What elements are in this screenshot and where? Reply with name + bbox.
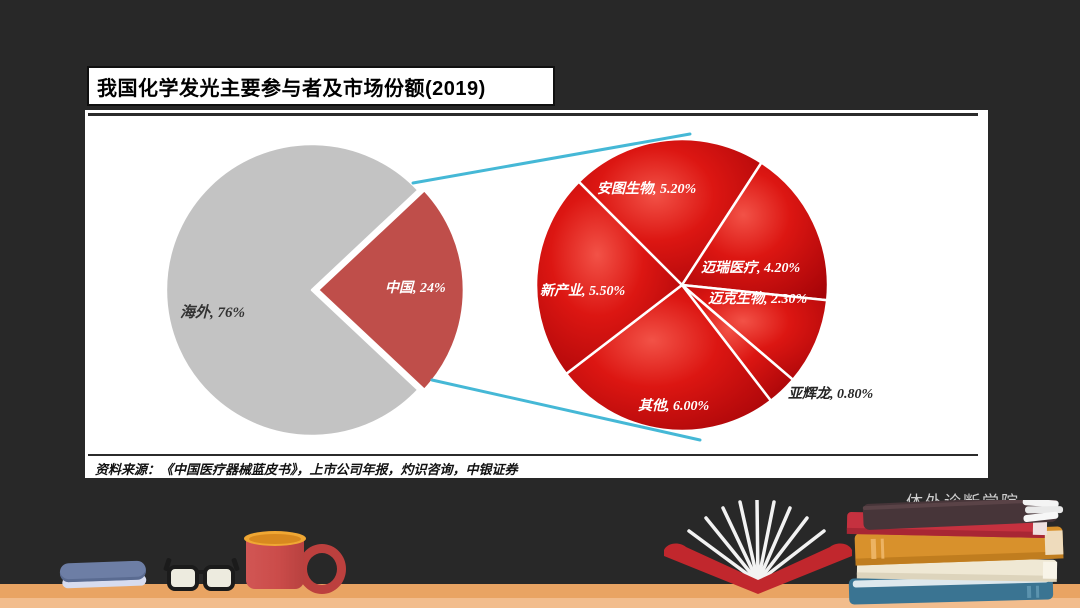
- slice-label-snibe: 新产业, 5.50%: [540, 284, 626, 299]
- mug-coffee: [249, 534, 301, 544]
- slice-label-mindray: 迈瑞医疗, 4.20%: [701, 261, 801, 276]
- market-share-chart: [164, 132, 830, 442]
- pie-slice-迈瑞医疗: [680, 161, 830, 302]
- panel-bottom-rule: [88, 454, 978, 456]
- pie-slice-安图生物: [577, 137, 763, 287]
- mug-handle: [298, 544, 346, 594]
- source-note: 资料来源：《中国医疗器械蓝皮书》，上市公司年报，灼识咨询，中银证券: [95, 462, 518, 477]
- book-stack: [846, 500, 1064, 605]
- detail-pie: [534, 137, 830, 433]
- open-book: [664, 500, 852, 594]
- pie-slice-迈克生物: [680, 283, 829, 382]
- pie-slice-海外: [164, 142, 420, 438]
- blackboard-eraser: [59, 559, 147, 590]
- slice-label-china: 中国, 24%: [385, 281, 446, 296]
- red-mug: [244, 531, 346, 594]
- glasses-bridge: [196, 570, 206, 574]
- title-box: 我国化学发光主要参与者及市场份额(2019): [87, 66, 555, 106]
- slice-label-yhlo: 亚辉龙, 0.80%: [788, 387, 874, 402]
- slice-label-overseas: 海外, 76%: [180, 305, 245, 321]
- glasses-lens-left: [167, 565, 199, 591]
- callout-line-lower: [430, 378, 702, 442]
- chart-panel: 资料来源：《中国医疗器械蓝皮书》，上市公司年报，灼识咨询，中银证券: [85, 110, 988, 478]
- page-title: 我国化学发光主要参与者及市场份额(2019): [97, 77, 486, 100]
- glasses-lens-right: [203, 565, 235, 591]
- callout-line-upper: [411, 132, 692, 185]
- slice-label-others: 其他, 6.00%: [638, 399, 710, 414]
- glasses: [163, 557, 241, 591]
- pie-slice-新产业: [534, 180, 684, 376]
- pie-slice-中国: [316, 188, 466, 392]
- slice-label-maccura: 迈克生物, 2.30%: [708, 292, 808, 307]
- slice-label-antu: 安图生物, 5.20%: [597, 182, 697, 197]
- book-cover: [664, 543, 852, 594]
- panel-top-rule: [88, 113, 978, 116]
- book-dark: [862, 500, 1064, 530]
- overview-pie: [164, 142, 466, 438]
- pie-slice-其他: [564, 283, 773, 433]
- desk-front-edge: [0, 598, 1080, 608]
- eraser-body: [59, 560, 147, 583]
